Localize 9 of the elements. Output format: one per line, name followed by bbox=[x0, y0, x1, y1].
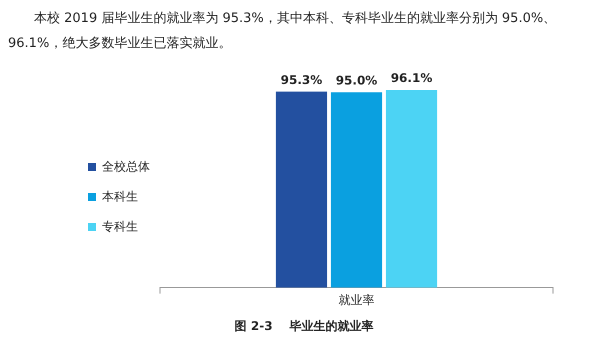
data-label: 95.0% bbox=[336, 73, 378, 88]
x-axis-title: 就业率 bbox=[338, 293, 374, 308]
data-label: 96.1% bbox=[390, 71, 432, 86]
text: 图 2-3 毕业生的就业率 bbox=[234, 318, 374, 335]
chart-subtitle: 本校 2019 届毕业生的就业率为 95.3%，其中本科、专科毕业生的就业率分别为 95.0%、96.1%，绝大多数毕业生已落实就业。 bbox=[8, 10, 558, 53]
legend-label: 专科生 bbox=[102, 219, 138, 234]
data-label: 95.3% bbox=[280, 72, 322, 87]
legend-label: 本科生 bbox=[102, 189, 138, 204]
legend-label: 全校总体 bbox=[102, 159, 150, 174]
